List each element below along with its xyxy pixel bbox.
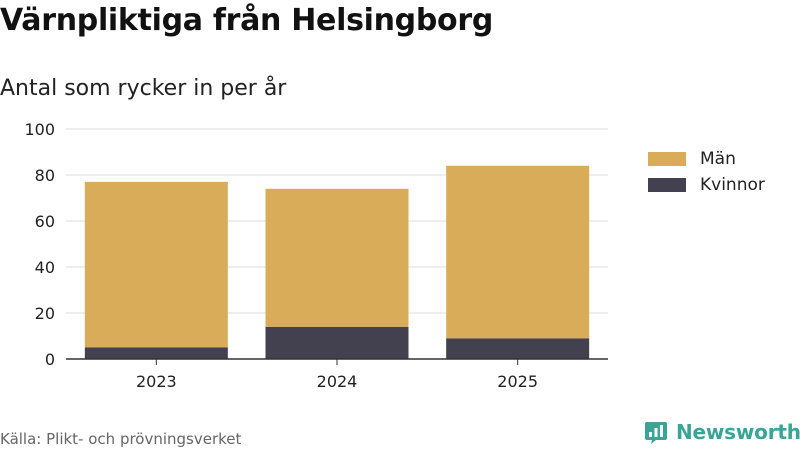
y-axis-ticks: 0 20 40 60 80 100	[24, 120, 55, 369]
x-tick-label: 2023	[136, 372, 177, 391]
legend-swatch-kvinnor	[648, 178, 686, 192]
bar-chart-logo-icon	[645, 422, 667, 444]
y-tick-label: 80	[35, 166, 55, 185]
y-tick-label: 0	[45, 350, 55, 369]
chart-title: Värnpliktiga från Helsingborg	[0, 3, 494, 38]
legend-item-man: Män	[648, 146, 765, 172]
legend-label-man: Män	[700, 149, 736, 169]
legend: Män Kvinnor	[648, 146, 765, 198]
y-tick-label: 100	[24, 120, 55, 139]
bar-kvinnor-2025	[446, 338, 590, 359]
x-axis: 2023 2024 2025	[66, 358, 608, 391]
legend-label-kvinnor: Kvinnor	[700, 175, 765, 195]
y-tick-label: 60	[35, 212, 55, 231]
bars	[84, 165, 590, 359]
bar-kvinnor-2023	[84, 347, 228, 359]
x-tick-label: 2025	[497, 372, 538, 391]
y-tick-label: 20	[35, 304, 55, 323]
y-tick-label: 40	[35, 258, 55, 277]
brand-logo: Newsworthy	[644, 420, 800, 444]
bar-man-2024	[265, 188, 409, 327]
chart-subtitle: Antal som rycker in per år	[0, 76, 287, 101]
bar-kvinnor-2024	[265, 326, 409, 359]
source-note: Källa: Plikt- och prövningsverket	[0, 430, 242, 448]
legend-item-kvinnor: Kvinnor	[648, 172, 765, 198]
brand-name: Newsworthy	[676, 420, 800, 444]
x-tick-label: 2024	[317, 372, 358, 391]
bar-man-2023	[84, 181, 228, 348]
bar-man-2025	[446, 165, 590, 339]
legend-swatch-man	[648, 152, 686, 166]
